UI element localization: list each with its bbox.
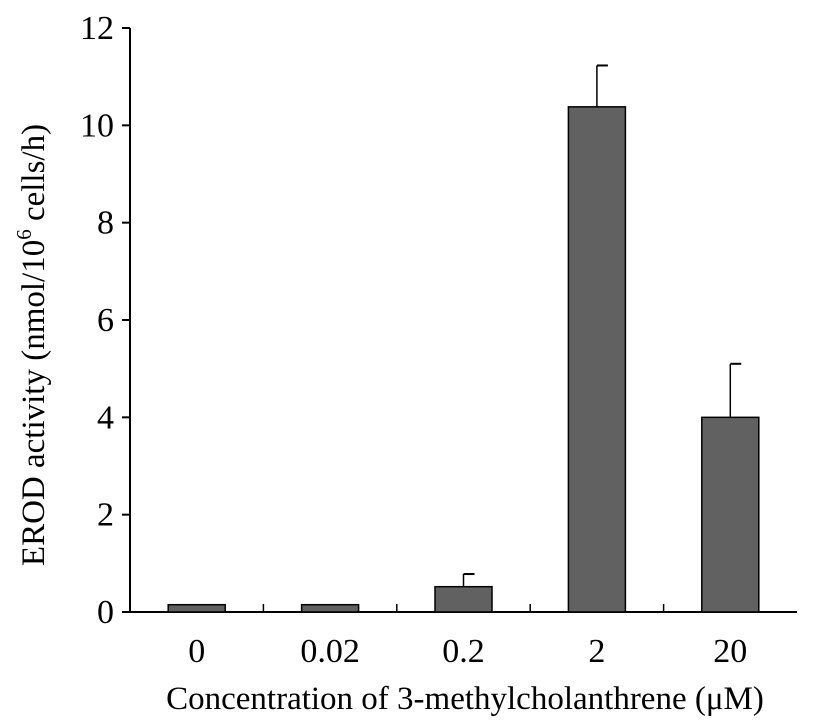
bar <box>701 416 760 613</box>
y-tick-label: 4 <box>97 399 114 436</box>
x-tick-label: 0 <box>188 633 205 670</box>
y-tick-label: 2 <box>97 497 114 534</box>
bar <box>167 603 226 613</box>
bar <box>300 603 360 613</box>
y-axis-title-suffix: cells/h) <box>16 124 52 229</box>
x-tick-label: 0.02 <box>300 633 360 670</box>
y-tick-label: 0 <box>97 594 114 631</box>
plot-area: 0 2 4 6 8 10 12 0 0.02 0.2 2 20 <box>80 10 797 670</box>
x-tick-label: 2 <box>588 633 605 670</box>
bar <box>434 585 493 613</box>
x-tick-label: 0.2 <box>442 633 485 670</box>
y-axis-title-prefix: EROD activity (nmol/10 <box>16 240 52 566</box>
y-tick-label: 10 <box>80 107 114 144</box>
y-tick-label: 8 <box>97 205 114 242</box>
y-axis-title: EROD activity (nmol/106 cells/h) <box>12 124 52 566</box>
x-axis-title: Concentration of 3-methylcholanthrene (μ… <box>166 681 764 717</box>
y-axis-title-superscript: 6 <box>12 229 36 240</box>
x-tick-label: 20 <box>713 633 747 670</box>
bar <box>567 106 627 613</box>
y-tick-label: 6 <box>97 302 114 339</box>
y-tick-label: 12 <box>80 10 114 47</box>
